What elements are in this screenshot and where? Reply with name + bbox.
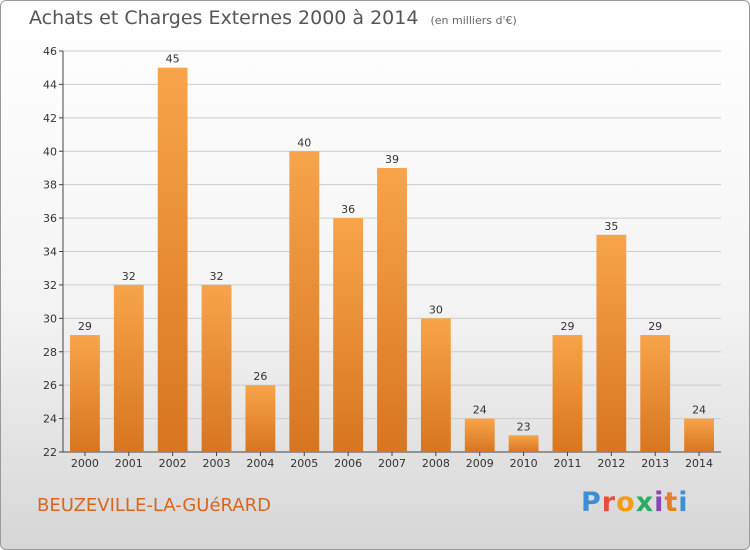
data-label: 36 xyxy=(341,203,355,216)
data-label: 29 xyxy=(648,320,662,333)
chart-unit: (en milliers d'€) xyxy=(430,14,517,27)
chart-title-text: Achats et Charges Externes 2000 à 2014 xyxy=(29,7,419,29)
bar xyxy=(157,67,188,452)
logo-letter: r xyxy=(601,487,617,518)
proxiti-logo[interactable]: Proxiti xyxy=(581,487,689,518)
logo-letter: P xyxy=(581,487,602,518)
bar xyxy=(552,335,583,452)
bar xyxy=(464,418,495,452)
logo-letter: t xyxy=(664,487,679,518)
x-tick-label: 2006 xyxy=(334,457,362,470)
y-tick-label: 46 xyxy=(43,45,57,58)
y-tick-label: 28 xyxy=(43,346,57,359)
y-tick-label: 26 xyxy=(43,379,57,392)
bar xyxy=(70,335,100,452)
bar xyxy=(596,234,627,452)
logo-letter: i xyxy=(678,487,689,518)
y-tick-label: 24 xyxy=(43,413,57,426)
bar xyxy=(640,335,671,452)
x-tick-label: 2000 xyxy=(71,457,99,470)
data-label: 30 xyxy=(429,303,443,316)
data-label: 23 xyxy=(517,420,531,433)
data-label: 40 xyxy=(297,136,311,149)
bar xyxy=(113,284,144,452)
data-label: 32 xyxy=(122,270,136,283)
data-label: 24 xyxy=(473,404,487,417)
bar xyxy=(377,167,407,453)
data-label: 45 xyxy=(166,53,180,66)
bar xyxy=(333,218,364,452)
bar xyxy=(508,435,539,452)
x-tick-label: 2002 xyxy=(159,457,187,470)
y-tick-label: 40 xyxy=(43,145,57,158)
x-tick-label: 2012 xyxy=(597,457,625,470)
y-tick-label: 36 xyxy=(43,212,57,225)
x-tick-label: 2004 xyxy=(246,457,274,470)
x-tick-label: 2011 xyxy=(553,457,581,470)
x-tick-label: 2003 xyxy=(203,457,231,470)
bars xyxy=(70,67,714,453)
x-tick-label: 2001 xyxy=(115,457,143,470)
x-tick-label: 2005 xyxy=(290,457,318,470)
y-tick-label: 34 xyxy=(43,246,57,259)
bar xyxy=(289,151,320,452)
logo-letter: i xyxy=(654,487,665,518)
x-tick-label: 2007 xyxy=(378,457,406,470)
bar xyxy=(420,318,451,452)
x-tick-label: 2010 xyxy=(510,457,538,470)
x-tick-label: 2009 xyxy=(466,457,494,470)
data-label: 32 xyxy=(210,270,224,283)
y-tick-label: 38 xyxy=(43,179,57,192)
data-label: 29 xyxy=(78,320,92,333)
chart-title: Achats et Charges Externes 2000 à 2014 (… xyxy=(29,7,517,29)
logo-letter: o xyxy=(616,487,636,518)
data-label: 29 xyxy=(560,320,574,333)
bar xyxy=(201,284,232,452)
data-label: 35 xyxy=(604,220,618,233)
logo-letter: x xyxy=(635,487,655,518)
bar xyxy=(684,418,714,452)
y-tick-label: 22 xyxy=(43,446,57,459)
place-name: BEUZEVILLE-LA-GUéRARD xyxy=(37,495,271,516)
data-label: 24 xyxy=(692,404,706,417)
data-label: 26 xyxy=(253,370,267,383)
labels: 22 24 26 28 30 32 34 36 38 40 42 44 46 29 2000 32 2001 45… xyxy=(43,45,713,470)
y-tick-label: 42 xyxy=(43,112,57,125)
y-tick-label: 32 xyxy=(43,279,57,292)
bar xyxy=(245,385,276,452)
x-tick-label: 2013 xyxy=(641,457,669,470)
y-tick-label: 30 xyxy=(43,312,57,325)
x-tick-label: 2014 xyxy=(685,457,713,470)
data-label: 39 xyxy=(385,153,399,166)
x-tick-label: 2008 xyxy=(422,457,450,470)
y-tick-label: 44 xyxy=(43,78,57,91)
